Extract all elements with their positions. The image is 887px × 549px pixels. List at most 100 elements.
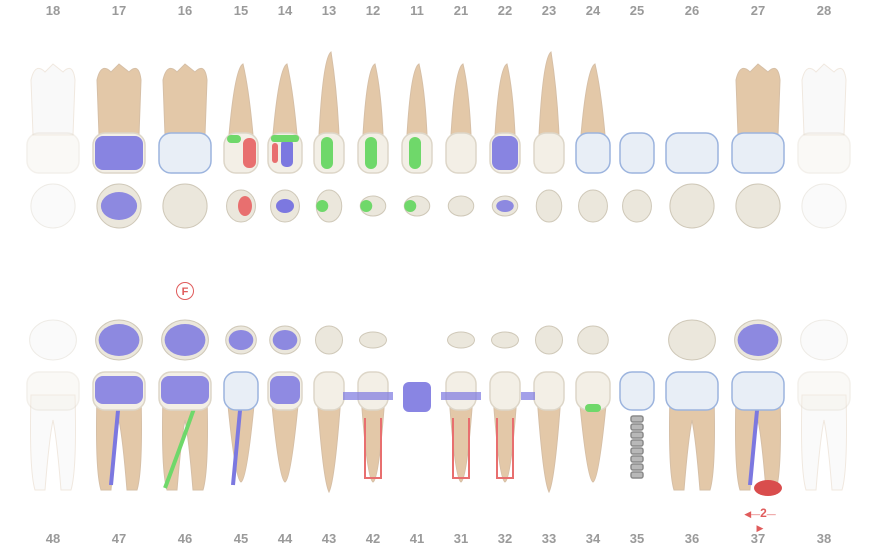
upper-tooth-18[interactable] bbox=[27, 64, 79, 228]
lower-tooth-45[interactable] bbox=[224, 326, 258, 485]
occlusal-surface bbox=[801, 320, 848, 360]
lower-tooth-38[interactable] bbox=[798, 320, 850, 490]
tooth-number-35[interactable]: 35 bbox=[617, 531, 657, 546]
tooth-number-23[interactable]: 23 bbox=[529, 3, 569, 18]
lower-tooth-48[interactable] bbox=[27, 320, 79, 490]
secondary-caries-area bbox=[271, 135, 299, 142]
filling-area bbox=[281, 139, 293, 167]
lower-tooth-37[interactable] bbox=[732, 320, 784, 496]
tooth-number-33[interactable]: 33 bbox=[529, 531, 569, 546]
root bbox=[31, 64, 75, 135]
occlusal-secondary-caries bbox=[316, 200, 328, 212]
tooth-number-24[interactable]: 24 bbox=[573, 3, 613, 18]
tooth-number-34[interactable]: 34 bbox=[573, 531, 613, 546]
upper-tooth-17[interactable] bbox=[93, 64, 145, 228]
tooth-number-32[interactable]: 32 bbox=[485, 531, 525, 546]
tooth-number-13[interactable]: 13 bbox=[309, 3, 349, 18]
lower-tooth-31[interactable] bbox=[446, 332, 476, 482]
tooth-number-15[interactable]: 15 bbox=[221, 3, 261, 18]
occlusal-surface bbox=[578, 326, 609, 354]
crown bbox=[27, 372, 79, 410]
upper-tooth-13[interactable] bbox=[314, 52, 344, 222]
tooth-number-18[interactable]: 18 bbox=[33, 3, 73, 18]
periapical-lesion bbox=[754, 480, 782, 496]
tooth-number-28[interactable]: 28 bbox=[804, 3, 844, 18]
crown bbox=[159, 133, 211, 173]
occlusal-surface bbox=[316, 326, 343, 354]
occlusal-surface bbox=[448, 332, 475, 348]
upper-tooth-27[interactable] bbox=[732, 64, 784, 228]
upper-tooth-15[interactable] bbox=[224, 64, 258, 222]
occlusal-filling bbox=[99, 324, 140, 356]
lower-tooth-46[interactable] bbox=[159, 320, 211, 490]
tooth-number-17[interactable]: 17 bbox=[99, 3, 139, 18]
crown bbox=[576, 133, 610, 173]
root bbox=[163, 64, 207, 135]
tooth-number-46[interactable]: 46 bbox=[165, 531, 205, 546]
secondary-caries-area bbox=[321, 137, 333, 169]
tooth-number-48[interactable]: 48 bbox=[33, 531, 73, 546]
implant-thread bbox=[631, 456, 643, 462]
implant-thread bbox=[631, 432, 643, 438]
lower-tooth-33[interactable] bbox=[534, 326, 564, 492]
upper-tooth-16[interactable] bbox=[159, 64, 211, 228]
upper-tooth-22[interactable] bbox=[490, 64, 520, 216]
tooth-number-27[interactable]: 27 bbox=[738, 3, 778, 18]
lower-tooth-44[interactable] bbox=[268, 326, 302, 482]
upper-tooth-23[interactable] bbox=[534, 52, 564, 222]
tooth-number-47[interactable]: 47 bbox=[99, 531, 139, 546]
tooth-number-42[interactable]: 42 bbox=[353, 531, 393, 546]
tooth-number-22[interactable]: 22 bbox=[485, 3, 525, 18]
lower-tooth-35[interactable] bbox=[620, 372, 654, 478]
pontic bbox=[403, 382, 431, 412]
bridge-connector-3 bbox=[521, 392, 535, 400]
upper-tooth-25[interactable] bbox=[620, 133, 654, 222]
lower-tooth-32[interactable] bbox=[490, 332, 520, 482]
occlusal-filling bbox=[165, 324, 206, 356]
tooth-number-21[interactable]: 21 bbox=[441, 3, 481, 18]
crown bbox=[666, 372, 718, 410]
occlusal-surface bbox=[579, 190, 608, 222]
lower-tooth-36[interactable] bbox=[666, 320, 718, 490]
tooth-number-44[interactable]: 44 bbox=[265, 531, 305, 546]
crown bbox=[446, 372, 476, 410]
upper-tooth-14[interactable] bbox=[268, 64, 302, 222]
upper-tooth-11[interactable] bbox=[402, 64, 432, 216]
tooth-number-31[interactable]: 31 bbox=[441, 531, 481, 546]
crown bbox=[620, 372, 654, 410]
occlusal-surface bbox=[670, 184, 714, 228]
occlusal-surface bbox=[492, 332, 519, 348]
lower-tooth-41[interactable] bbox=[403, 382, 431, 412]
tooth-number-36[interactable]: 36 bbox=[672, 531, 712, 546]
tooth-number-45[interactable]: 45 bbox=[221, 531, 261, 546]
tooth-number-14[interactable]: 14 bbox=[265, 3, 305, 18]
occlusal-secondary-caries bbox=[404, 200, 416, 212]
tooth-number-25[interactable]: 25 bbox=[617, 3, 657, 18]
tooth-number-41[interactable]: 41 bbox=[397, 531, 437, 546]
upper-tooth-21[interactable] bbox=[446, 64, 476, 216]
tooth-number-38[interactable]: 38 bbox=[804, 531, 844, 546]
secondary-caries-area bbox=[227, 135, 241, 143]
upper-tooth-12[interactable] bbox=[358, 64, 388, 216]
lower-tooth-47[interactable] bbox=[93, 320, 145, 490]
root bbox=[407, 64, 427, 135]
upper-tooth-24[interactable] bbox=[576, 64, 610, 222]
lower-tooth-34[interactable] bbox=[576, 326, 610, 482]
tooth-number-12[interactable]: 12 bbox=[353, 3, 393, 18]
finding-f-badge[interactable]: F bbox=[176, 282, 194, 300]
occlusal-caries bbox=[238, 196, 252, 216]
upper-tooth-28[interactable] bbox=[798, 64, 850, 228]
crown bbox=[490, 372, 520, 410]
crown bbox=[798, 372, 850, 410]
tooth-number-26[interactable]: 26 bbox=[672, 3, 712, 18]
filling-area bbox=[95, 136, 143, 170]
lower-tooth-42[interactable] bbox=[358, 332, 388, 482]
occlusal-filling bbox=[738, 324, 779, 356]
tooth-number-11[interactable]: 11 bbox=[397, 3, 437, 18]
root bbox=[451, 64, 471, 135]
tooth-number-43[interactable]: 43 bbox=[309, 531, 349, 546]
tooth-number-16[interactable]: 16 bbox=[165, 3, 205, 18]
lower-tooth-43[interactable] bbox=[314, 326, 344, 492]
upper-tooth-26[interactable] bbox=[666, 133, 718, 228]
